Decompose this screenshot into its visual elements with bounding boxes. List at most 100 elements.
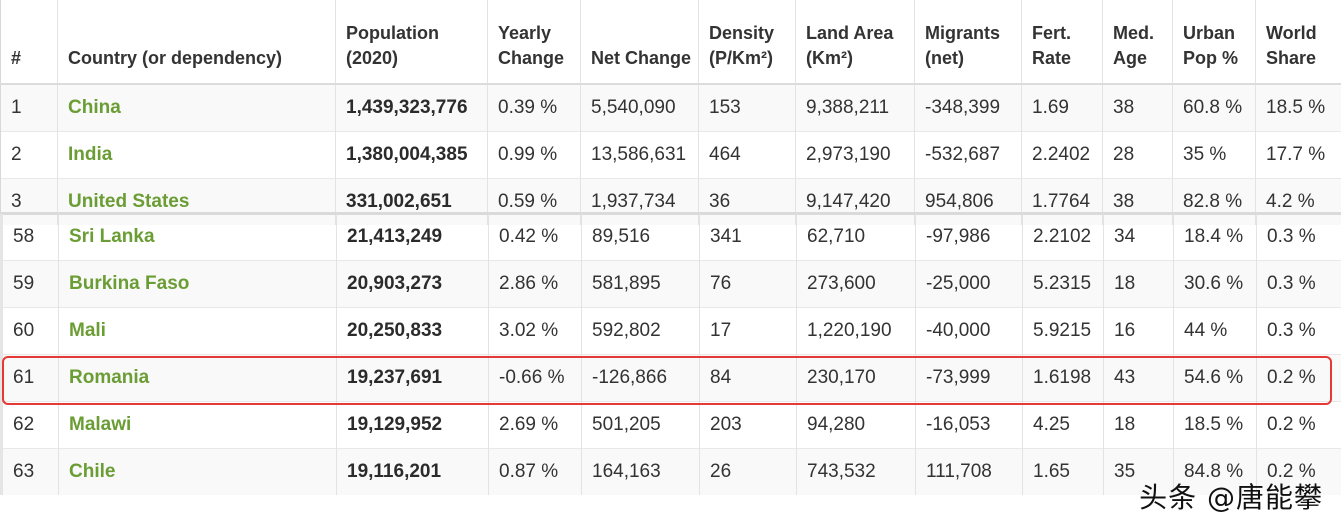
- section-divider: [0, 212, 1341, 215]
- cell-net-change: 5,540,090: [580, 83, 699, 132]
- column-header-land-area[interactable]: Land Area (Km²): [795, 0, 915, 85]
- cell-world-share: 18.5 %: [1255, 83, 1341, 132]
- cell-net-change: 592,802: [581, 307, 700, 355]
- population-table-bottom: 58 Sri Lanka 21,413,249 0.42 % 89,516 341 62,7…: [0, 214, 1341, 495]
- cell-rank: 62: [0, 401, 59, 449]
- cell-population: 1,380,004,385: [335, 131, 488, 179]
- population-table-bottom-section: 58 Sri Lanka 21,413,249 0.42 % 89,516 341 62,7…: [0, 214, 1341, 498]
- cell-net-change: -126,866: [581, 354, 700, 402]
- cell-migrants: -97,986: [915, 214, 1023, 261]
- cell-world-share: 0.3 %: [1256, 214, 1341, 261]
- cell-density: 84: [699, 354, 797, 402]
- cell-density: 153: [698, 83, 796, 132]
- cell-med-age: 18: [1103, 401, 1174, 449]
- cell-population: 1,439,323,776: [335, 83, 488, 132]
- cell-med-age: 28: [1102, 131, 1173, 179]
- cell-fert-rate: 1.65: [1022, 448, 1104, 495]
- cell-world-share: 17.7 %: [1255, 131, 1341, 179]
- cell-country[interactable]: Malawi: [58, 401, 337, 449]
- cell-migrants: -532,687: [914, 131, 1022, 179]
- cell-yearly-change: 2.69 %: [488, 401, 582, 449]
- cell-country[interactable]: India: [57, 131, 336, 179]
- cell-urban-pop: 30.6 %: [1173, 260, 1257, 308]
- table-row: 63 Chile 19,116,201 0.87 % 164,163 26 743,532 1…: [0, 448, 1341, 495]
- cell-med-age: 18: [1103, 260, 1174, 308]
- cell-urban-pop: 18.4 %: [1173, 214, 1257, 261]
- cell-net-change: 13,586,631: [580, 131, 699, 179]
- cell-density: 26: [699, 448, 797, 495]
- column-header-density[interactable]: Density (P/Km²): [698, 0, 796, 85]
- cell-country[interactable]: Chile: [58, 448, 337, 495]
- cell-net-change: 581,895: [581, 260, 700, 308]
- column-header-migrants[interactable]: Migrants (net): [914, 0, 1022, 85]
- cell-rank: 58: [0, 214, 59, 261]
- cell-urban-pop: 54.6 %: [1173, 354, 1257, 402]
- cell-density: 464: [698, 131, 796, 179]
- cell-urban-pop: 18.5 %: [1173, 401, 1257, 449]
- cell-rank: 61: [0, 354, 59, 402]
- cell-country[interactable]: China: [57, 83, 336, 132]
- table-row: 2 India 1,380,004,385 0.99 % 13,586,631 464 2,…: [0, 131, 1341, 179]
- cell-world-share: 0.2 %: [1256, 448, 1341, 495]
- table-header-row: # Country (or dependency) Population (20…: [0, 0, 1341, 85]
- column-header-world-share[interactable]: World Share: [1255, 0, 1341, 85]
- cell-urban-pop: 35 %: [1172, 131, 1256, 179]
- cell-population: 21,413,249: [336, 214, 489, 261]
- cell-migrants: -40,000: [915, 307, 1023, 355]
- cell-rank: 60: [0, 307, 59, 355]
- cell-fert-rate: 5.9215: [1022, 307, 1104, 355]
- cell-net-change: 89,516: [581, 214, 700, 261]
- column-header-country[interactable]: Country (or dependency): [57, 0, 336, 85]
- cell-yearly-change: 0.99 %: [487, 131, 581, 179]
- cell-population: 19,237,691: [336, 354, 489, 402]
- cell-rank: 1: [0, 83, 58, 132]
- cell-land-area: 743,532: [796, 448, 916, 495]
- cell-land-area: 273,600: [796, 260, 916, 308]
- cell-density: 76: [699, 260, 797, 308]
- cell-population: 19,129,952: [336, 401, 489, 449]
- cell-migrants: 111,708: [915, 448, 1023, 495]
- cell-yearly-change: 0.87 %: [488, 448, 582, 495]
- table-row: 62 Malawi 19,129,952 2.69 % 501,205 203 94,280…: [0, 401, 1341, 449]
- cell-yearly-change: 0.42 %: [488, 214, 582, 261]
- column-header-rank[interactable]: #: [0, 0, 58, 85]
- column-header-med-age[interactable]: Med. Age: [1102, 0, 1173, 85]
- cell-yearly-change: 0.39 %: [487, 83, 581, 132]
- population-table-top: # Country (or dependency) Population (20…: [0, 0, 1341, 225]
- table-row: 1 China 1,439,323,776 0.39 % 5,540,090 153 9,3…: [0, 83, 1341, 132]
- cell-urban-pop: 84.8 %: [1173, 448, 1257, 495]
- cell-country[interactable]: Burkina Faso: [58, 260, 337, 308]
- cell-yearly-change: -0.66 %: [488, 354, 582, 402]
- column-header-yearly-change[interactable]: Yearly Change: [487, 0, 581, 85]
- cell-yearly-change: 2.86 %: [488, 260, 582, 308]
- cell-rank: 59: [0, 260, 59, 308]
- cell-urban-pop: 60.8 %: [1172, 83, 1256, 132]
- cell-world-share: 0.2 %: [1256, 354, 1341, 402]
- cell-country[interactable]: Mali: [58, 307, 337, 355]
- cell-population: 19,116,201: [336, 448, 489, 495]
- cell-migrants: -25,000: [915, 260, 1023, 308]
- column-header-net-change[interactable]: Net Change: [580, 0, 699, 85]
- column-header-urban-pop[interactable]: Urban Pop %: [1172, 0, 1256, 85]
- cell-med-age: 43: [1103, 354, 1174, 402]
- table-row: 59 Burkina Faso 20,903,273 2.86 % 581,895 76 2…: [0, 260, 1341, 308]
- column-header-fert-rate[interactable]: Fert. Rate: [1021, 0, 1103, 85]
- watermark-text: 头条 @唐能攀: [1139, 481, 1323, 514]
- cell-world-share: 0.2 %: [1256, 401, 1341, 449]
- cell-land-area: 9,388,211: [795, 83, 915, 132]
- cell-fert-rate: 2.2402: [1021, 131, 1103, 179]
- cell-land-area: 62,710: [796, 214, 916, 261]
- cell-country[interactable]: Romania: [58, 354, 337, 402]
- cell-yearly-change: 3.02 %: [488, 307, 582, 355]
- cell-density: 203: [699, 401, 797, 449]
- cell-migrants: -348,399: [914, 83, 1022, 132]
- cell-rank: 63: [0, 448, 59, 495]
- cell-fert-rate: 5.2315: [1022, 260, 1104, 308]
- table-row: 60 Mali 20,250,833 3.02 % 592,802 17 1,220,190…: [0, 307, 1341, 355]
- cell-density: 17: [699, 307, 797, 355]
- cell-med-age: 38: [1102, 83, 1173, 132]
- cell-urban-pop: 44 %: [1173, 307, 1257, 355]
- column-header-population[interactable]: Population (2020): [335, 0, 488, 85]
- cell-country[interactable]: Sri Lanka: [58, 214, 337, 261]
- cell-fert-rate: 1.69: [1021, 83, 1103, 132]
